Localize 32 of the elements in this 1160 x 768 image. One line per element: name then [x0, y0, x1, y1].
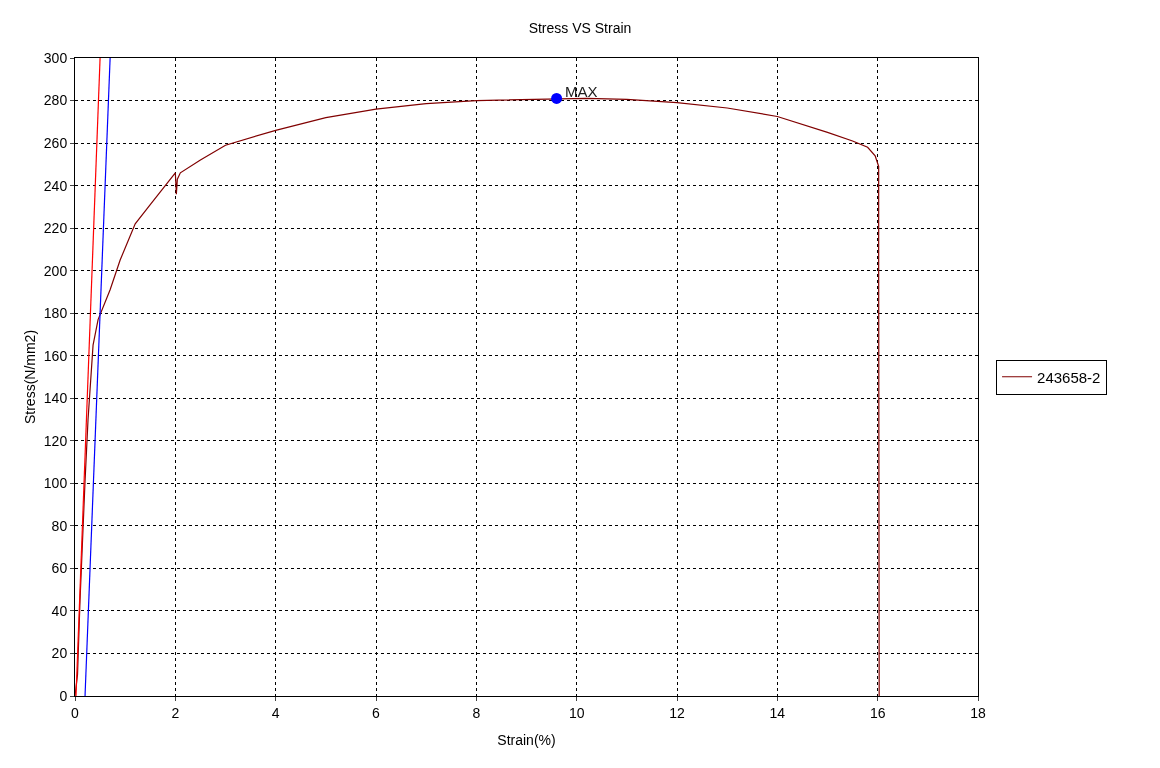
legend-label: 243658-2 [1037, 368, 1101, 386]
y-tick-label: 100 [43, 475, 68, 492]
x-tick-label: 4 [271, 704, 280, 721]
y-tick-label: 160 [43, 347, 68, 364]
y-tick-label: 0 [59, 687, 68, 704]
y-tick-label: 120 [43, 432, 68, 449]
y-tick-label: 280 [43, 92, 68, 109]
y-tick-label: 240 [43, 177, 68, 194]
y-tick-label: 140 [43, 390, 68, 407]
y-tick-label: 20 [51, 645, 68, 662]
y-tick-label: 80 [51, 517, 68, 534]
x-tick-label: 12 [669, 704, 685, 721]
y-tick-label: 60 [51, 560, 68, 577]
x-axis-title: Strain(%) [497, 732, 556, 749]
y-tick-label: 220 [43, 220, 68, 237]
x-tick-label: 18 [970, 704, 986, 721]
x-tick-label: 14 [769, 704, 786, 721]
y-axis-title: Stress(N/mm2) [22, 329, 39, 425]
x-tick-label: 10 [568, 704, 585, 721]
x-tick-label: 8 [472, 704, 481, 721]
x-tick-label: 2 [171, 704, 180, 721]
annotation: MAX [565, 83, 598, 100]
y-tick-label: 300 [43, 49, 68, 66]
chart-title: Stress VS Strain [528, 19, 632, 36]
y-tick-label: 180 [43, 305, 68, 322]
y-tick-label: 260 [43, 134, 68, 151]
x-tick-label: 0 [71, 704, 80, 721]
y-tick-label: 200 [43, 262, 68, 279]
y-tick-label: 40 [51, 602, 68, 619]
x-tick-label: 16 [869, 704, 886, 721]
line-series [75, 97, 880, 696]
x-tick-label: 6 [372, 704, 381, 721]
